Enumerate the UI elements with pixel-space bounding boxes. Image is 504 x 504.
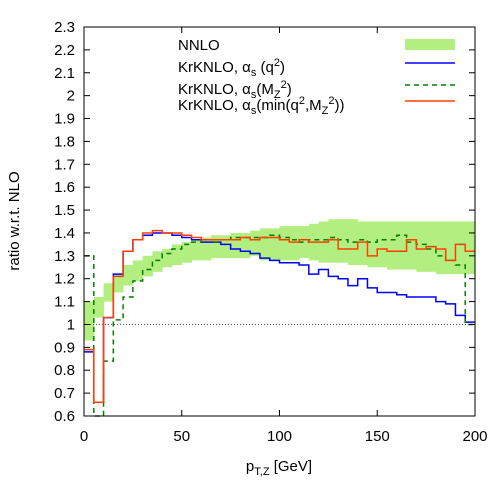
y-tick-label: 0.9 bbox=[54, 339, 75, 356]
nnlo-band-bin bbox=[84, 301, 95, 341]
axis-ticks bbox=[83, 26, 476, 417]
nnlo-band-bin bbox=[338, 219, 349, 263]
nnlo-band-bin bbox=[328, 219, 339, 263]
x-tick-label: 50 bbox=[173, 428, 190, 445]
nnlo-band-bin bbox=[113, 274, 124, 293]
y-tick-label: 1.2 bbox=[54, 271, 75, 288]
y-tick-label: 0.6 bbox=[54, 408, 75, 425]
y-tick-label: 1 bbox=[67, 316, 75, 333]
nnlo-band-bin bbox=[162, 248, 173, 268]
y-tick-label: 1.8 bbox=[54, 133, 75, 150]
nnlo-band-bin bbox=[279, 226, 290, 261]
nnlo-band-bin bbox=[181, 242, 192, 263]
nnlo-band-bin bbox=[465, 221, 476, 275]
nnlo-band-bin bbox=[132, 260, 144, 281]
nnlo-band-bin bbox=[435, 221, 447, 275]
series-lines bbox=[84, 229, 475, 417]
nnlo-band-bin bbox=[250, 230, 261, 256]
y-tick-label: 0.8 bbox=[54, 362, 75, 379]
tick-labels: 0.6 0.7 0.8 0.9 1 1.1 1.2 1.3 1.4 1.5 1.6 1.7 1.8 1.9… bbox=[54, 19, 487, 445]
y-tick-label: 2.1 bbox=[54, 65, 75, 82]
y-tick-label: 2 bbox=[67, 88, 75, 105]
y-tick-label: 1.5 bbox=[54, 202, 75, 219]
series-line-1 bbox=[84, 232, 475, 404]
nnlo-band-bin bbox=[240, 232, 251, 259]
legend-label-alphas-q2: KrKNLO, αs (q2) bbox=[178, 57, 285, 79]
legend-label-nnlo: NNLO bbox=[178, 37, 220, 54]
y-axis-title: ratio w.r.t. NLO bbox=[6, 171, 23, 270]
legend-label-alphas-min: KrKNLO, αs(min(q2,MZ2)) bbox=[178, 95, 345, 117]
y-tick-label: 1.9 bbox=[54, 111, 75, 128]
nnlo-band-bin bbox=[269, 228, 280, 261]
legend: NNLO KrKNLO, αs (q2) KrKNLO, αs(MZ2) KrK… bbox=[178, 37, 455, 117]
nnlo-band-bin bbox=[152, 251, 163, 272]
nnlo-band bbox=[84, 219, 476, 341]
nnlo-band-bin bbox=[191, 239, 202, 261]
legend-label-alphas-mz2: KrKNLO, αs(MZ2) bbox=[178, 79, 292, 101]
x-tick-label: 200 bbox=[462, 428, 487, 445]
nnlo-band-bin bbox=[93, 297, 104, 318]
nnlo-band-bin bbox=[377, 221, 388, 268]
nnlo-band-bin bbox=[201, 237, 212, 261]
y-tick-label: 1.4 bbox=[54, 225, 75, 242]
y-tick-label: 1.6 bbox=[54, 179, 75, 196]
nnlo-band-bin bbox=[416, 221, 427, 272]
nnlo-band-bin bbox=[230, 232, 241, 259]
nnlo-band-bin bbox=[357, 221, 368, 265]
nnlo-band-bin bbox=[171, 244, 183, 265]
x-tick-label: 150 bbox=[365, 428, 390, 445]
series-line-3 bbox=[84, 229, 475, 404]
nnlo-band-bin bbox=[103, 283, 114, 302]
x-tick-label: 100 bbox=[267, 428, 292, 445]
nnlo-band-bin bbox=[123, 264, 134, 286]
nnlo-band-bin bbox=[455, 221, 466, 275]
nnlo-band-bin bbox=[259, 228, 271, 261]
y-tick-label: 2.2 bbox=[54, 42, 75, 59]
y-tick-label: 0.7 bbox=[54, 385, 75, 402]
nnlo-band-bin bbox=[142, 255, 153, 277]
legend-swatch-nnlo bbox=[405, 39, 455, 50]
nnlo-band-bin bbox=[396, 221, 407, 270]
y-tick-label: 2.3 bbox=[54, 19, 75, 36]
nnlo-band-bin bbox=[211, 235, 222, 259]
nnlo-band-bin bbox=[406, 221, 417, 270]
nnlo-band-bin bbox=[220, 235, 232, 259]
nnlo-band-bin bbox=[289, 226, 300, 261]
nnlo-band-bin bbox=[445, 221, 456, 275]
nnlo-band-bin bbox=[387, 221, 398, 270]
y-tick-label: 1.1 bbox=[54, 294, 75, 311]
nnlo-band-bin bbox=[367, 221, 378, 268]
x-tick-label: 0 bbox=[80, 428, 88, 445]
y-tick-label: 1.3 bbox=[54, 248, 75, 265]
y-tick-label: 1.7 bbox=[54, 156, 75, 173]
x-axis-title: pT,Z [GeV] bbox=[246, 458, 312, 478]
nnlo-band-bin bbox=[299, 226, 310, 259]
